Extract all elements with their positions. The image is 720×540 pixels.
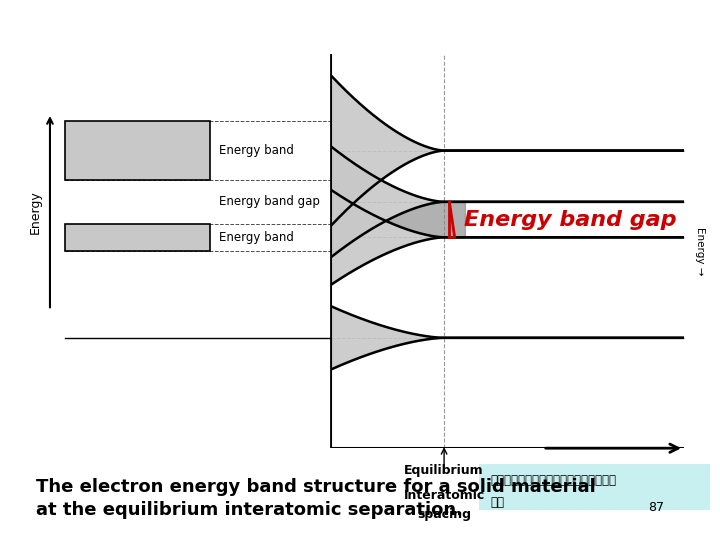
Text: อม: อม: [491, 496, 505, 509]
Text: The electron energy band structure for a solid material: The electron energy band structure for a…: [36, 478, 595, 496]
Text: Energy band: Energy band: [220, 144, 294, 157]
Text: spacing: spacing: [417, 508, 471, 521]
Text: ระยะหางระหวางอะตอม: ระยะหางระหวางอะตอม: [491, 474, 617, 487]
Text: Energy →: Energy →: [695, 227, 705, 275]
Text: Equilibrium: Equilibrium: [405, 464, 484, 477]
Text: Energy band: Energy band: [220, 231, 294, 244]
Text: Energy band gap: Energy band gap: [464, 210, 676, 230]
Text: 87: 87: [648, 501, 664, 514]
Text: Energy: Energy: [29, 190, 42, 234]
Text: at the equilibrium interatomic separation.: at the equilibrium interatomic separatio…: [36, 501, 463, 519]
Text: Interatomic: Interatomic: [403, 489, 485, 502]
Text: Energy band gap: Energy band gap: [220, 195, 320, 208]
Bar: [65, 224, 210, 251]
Bar: [65, 121, 210, 180]
